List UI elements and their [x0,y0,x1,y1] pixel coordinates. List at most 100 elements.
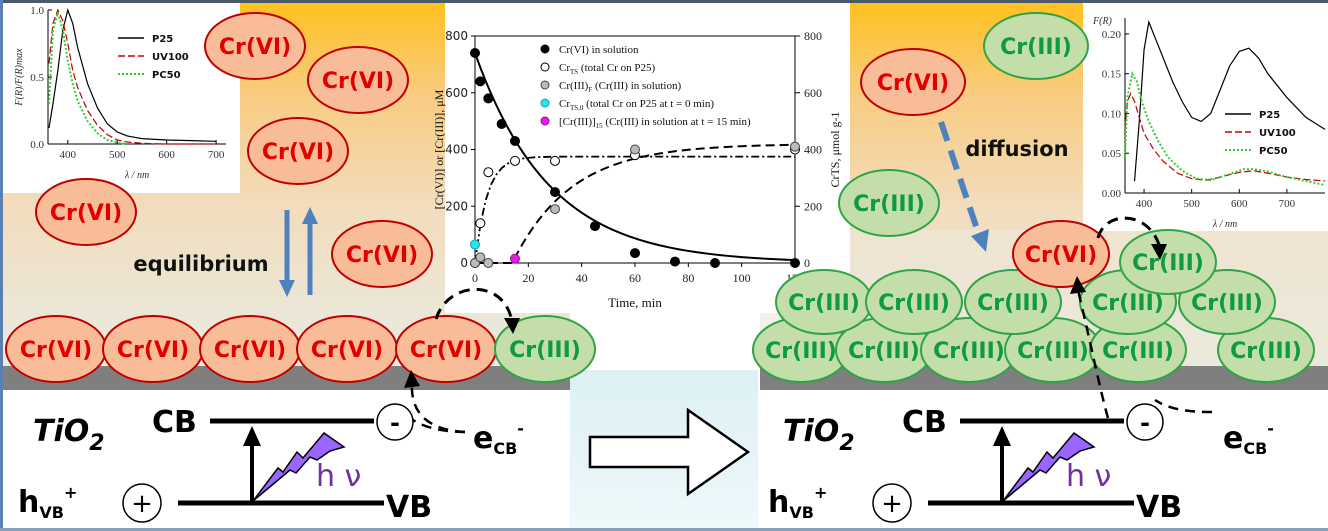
y-tick-label: 1.0 [30,5,44,17]
data-point-filled-black [710,258,720,268]
molecule-ellipse [494,315,596,383]
electron-label: eCB- [1223,419,1274,458]
reduction-dashed-arrow-right [1096,216,1162,249]
molecule-layer: Cr(VI) Cr(VI) Cr(VI) Cr(VI) Cr(VI) Cr(VI) Cr(V… [5,12,1315,383]
y-tick-label: 0.20 [1102,29,1122,41]
molecule-label: Cr(VI) [20,338,92,363]
data-point-grey [630,144,640,155]
legend-entry: CrTS,0 (total Cr on P25 at t = 0 min) [559,98,714,112]
data-point-cyan [470,239,480,250]
molecule-ellipse [247,117,349,185]
legend-entry: Cr(VI) in solution [559,44,639,56]
molecule-label: Cr(VI) [346,243,418,268]
cr6-molecule: Cr(VI) [199,315,301,383]
hv-label: h ν [1066,459,1111,494]
x-tick-label: 700 [208,149,225,161]
data-point-open [483,167,494,178]
legend-marker [540,80,550,90]
diffusion-arrow-shaft [938,121,981,233]
reduction-arrowhead [504,318,520,334]
cr3-molecule: Cr(III) [838,169,940,237]
y-tick-label: 200 [445,199,468,213]
x-tick-label: 600 [1231,198,1248,210]
vb-label: VB [1136,490,1182,525]
left-inset-chart-bg [3,3,240,193]
photon-lightning-icon [252,431,346,502]
diffusion-label: diffusion [965,137,1068,161]
molecule-label: Cr(VI) [262,140,334,165]
y2-tick-label: 0 [804,256,810,270]
cr6-fit-curve [474,52,796,262]
excitation-arrowhead [243,426,261,446]
electron-path-dashed [410,381,466,434]
molecule-label: Cr(VI) [877,71,949,96]
cr6-molecule: Cr(VI) [395,315,497,383]
molecule-label: Cr(VI) [1025,243,1097,268]
left-inset-chart: 400 500 600 700 0.0 0.5 1.0 λ / nm F(R)/F(R)max P… [14,5,226,181]
legend-label: P25 [1259,110,1280,121]
x-tick-label: 500 [109,149,126,161]
bottom-border [0,528,1328,531]
electron-arrowhead [404,370,420,388]
series-line-p25 [48,7,217,142]
molecule-ellipse [964,269,1062,335]
molecule-ellipse [983,12,1089,80]
legend-marker [540,98,550,108]
diffusion-arrowhead [971,229,989,252]
hole-label: hVB+ [768,483,827,522]
cr3-molecule: Cr(III) [865,269,963,335]
y-axis-label: F(R) [1092,16,1113,27]
cr3-molecule: Cr(III) [1004,317,1102,383]
molecule-label: Cr(VI) [214,338,286,363]
legend-marker [540,62,550,72]
cr3-molecule: Cr(III) [983,12,1089,80]
molecule-label: Cr(III) [977,291,1049,316]
data-point-filled-black [630,248,640,259]
series-line-p25 [1133,19,1326,182]
legend-marker [540,116,550,126]
molecule-label: Cr(VI) [50,201,122,226]
molecule-ellipse [307,46,409,114]
minus-sign: - [390,409,400,437]
y2-tick-label: 400 [804,143,822,157]
x-tick-label: 20 [522,271,534,285]
band-diagram: TiO2 CB VB h ν - + hVB+ eCB- [18,403,524,525]
photon-lightning-icon [1002,431,1096,502]
x-tick-label: 400 [1136,198,1153,210]
x-tick-label: 80 [682,271,694,285]
excitation-arrowhead [993,426,1011,446]
y-tick-label: 0 [460,256,468,270]
cr6-molecule: Cr(VI) [860,48,966,116]
electron-arrowhead-right [1070,276,1086,294]
legend-entry: CrTS (total Cr on P25) [559,62,656,76]
molecule-label: Cr(III) [853,192,925,217]
legend-label: P25 [152,34,173,45]
molecule-label: Cr(III) [1230,339,1302,364]
molecule-label: Cr(VI) [117,338,189,363]
molecule-ellipse [204,12,306,80]
data-point-grey [550,204,560,215]
molecule-ellipse [860,48,966,116]
legend-entry: Cr(III)F (Cr(III) in solution) [559,80,681,94]
data-point-filled-black [475,76,486,87]
right-inset-chart: 400 500 600 700 0.00 0.05 0.10 0.15 0.20 λ / nm F(… [1092,16,1326,230]
molecule-label: Cr(III) [1092,291,1164,316]
kinetics-chart: 0204060801001200200400600800020040060080… [432,29,842,310]
y2-tick-label: 800 [804,29,822,43]
data-point-open [550,155,560,166]
cr6-molecule: Cr(VI) [1012,220,1110,288]
series-line-pc50 [1124,70,1326,187]
cb-label: CB [902,405,947,440]
molecule-ellipse [1119,229,1217,295]
electron-incoming-dashed [412,418,466,434]
data-point-magenta [510,253,520,264]
plus-sign: + [881,489,903,519]
legend-label: UV100 [1259,128,1296,139]
y-tick-label: 600 [445,86,468,100]
kinetics-chart-bg [445,3,850,313]
data-point-grey [475,252,486,263]
data-point-filled-black [590,221,600,232]
arrow-layer: equilibrium diffusion [133,121,1213,497]
cr3-molecule: Cr(III) [1217,317,1315,383]
